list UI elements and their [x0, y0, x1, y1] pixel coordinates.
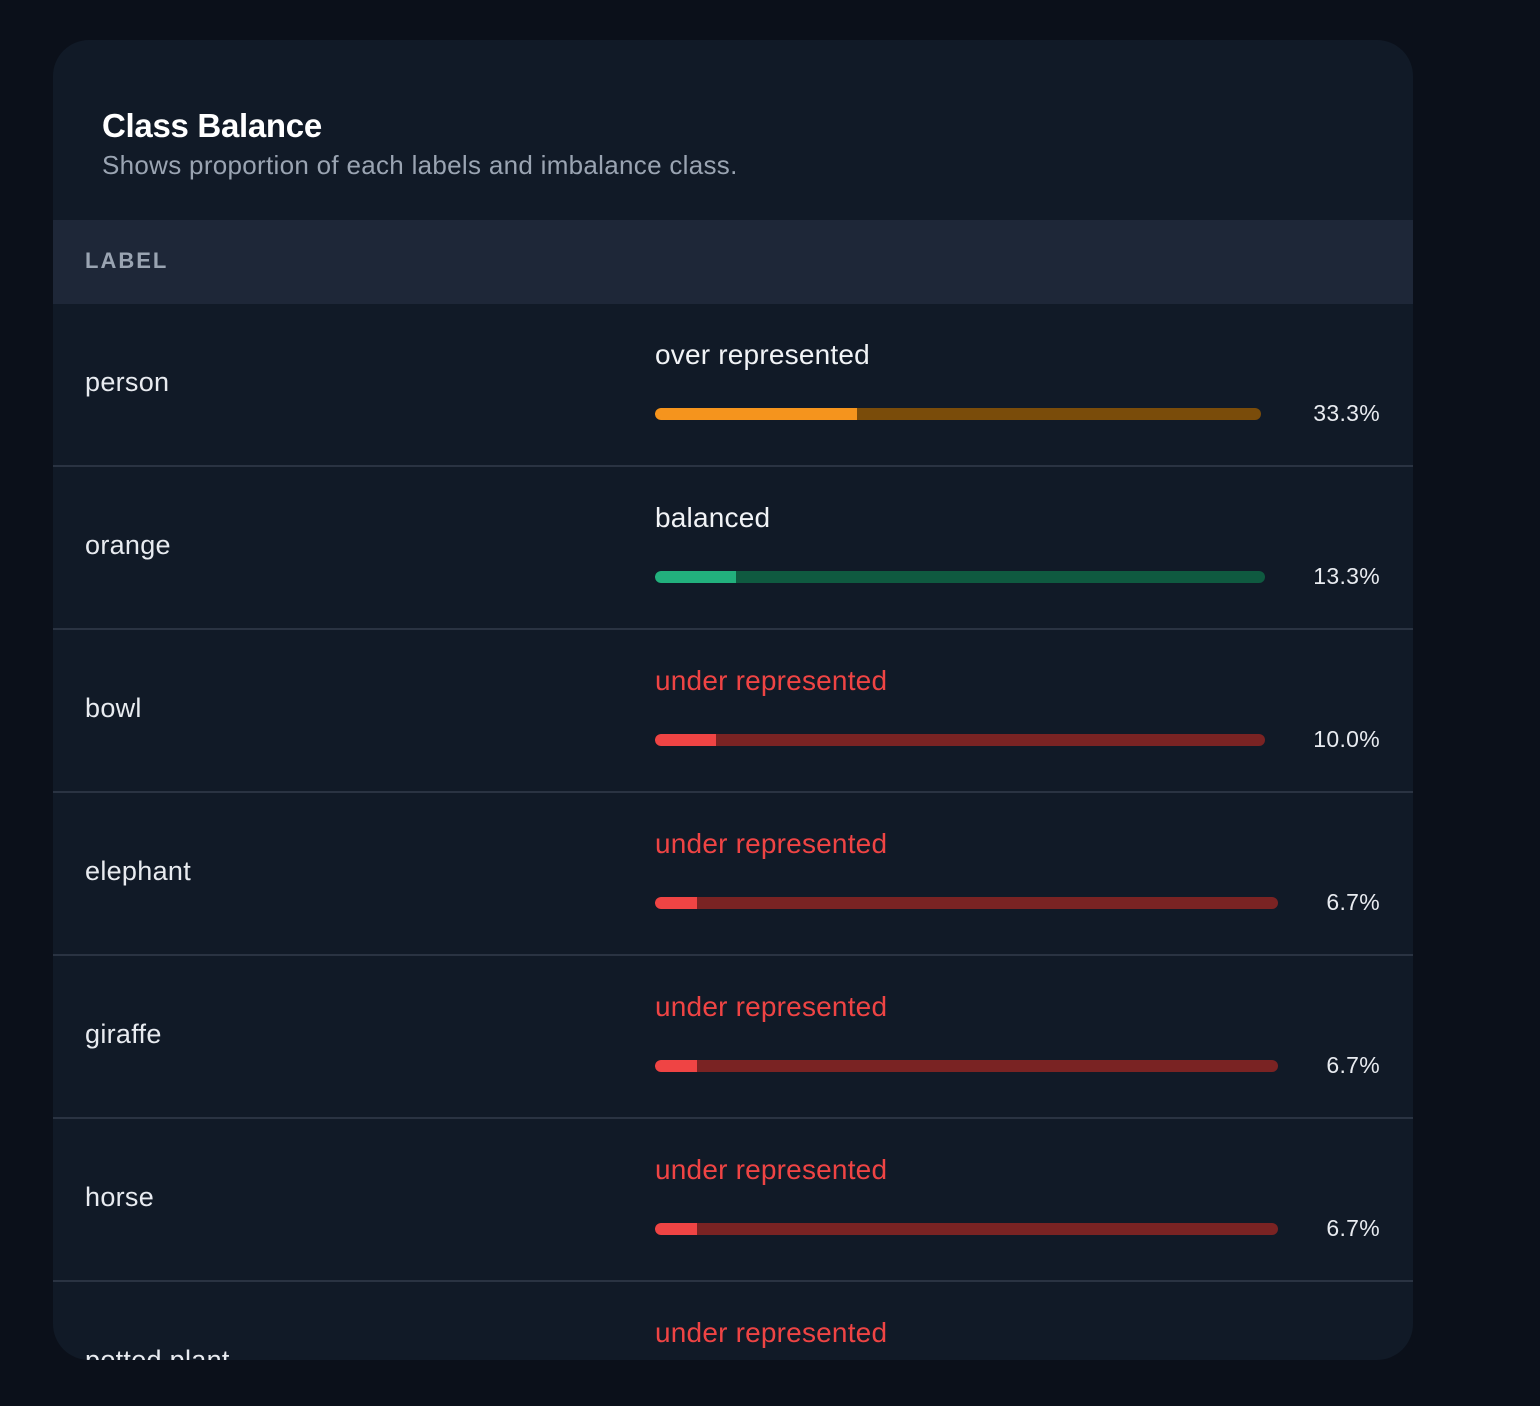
- card-title: Class Balance: [102, 107, 322, 144]
- proportion-bar-fill: [655, 1223, 697, 1235]
- proportion-bar-fill: [655, 1060, 697, 1072]
- row-status: under represented: [655, 991, 888, 1022]
- table-header: LABEL: [53, 220, 1413, 304]
- proportion-bar: [655, 1060, 1278, 1072]
- card-subtitle: Shows proportion of each labels and imba…: [102, 150, 738, 180]
- table-row: orange balanced 13.3%: [53, 467, 1413, 630]
- row-label: elephant: [85, 856, 191, 886]
- row-percentage: 6.7%: [1326, 1215, 1380, 1241]
- proportion-bar: [655, 897, 1278, 909]
- class-balance-card: Class Balance Shows proportion of each l…: [53, 40, 1413, 1360]
- table-row: bowl under represented 10.0%: [53, 630, 1413, 793]
- row-label: potted plant: [85, 1345, 230, 1360]
- row-status: under represented: [655, 665, 888, 696]
- proportion-bar-fill: [655, 571, 736, 583]
- class-balance-rows: person over represented 33.3% orange balance…: [53, 304, 1413, 1360]
- row-percentage: 33.3%: [1313, 400, 1380, 426]
- row-percentage: 6.7%: [1326, 889, 1380, 915]
- row-status: over represented: [655, 339, 870, 370]
- row-label: giraffe: [85, 1019, 162, 1049]
- row-percentage: 10.0%: [1313, 726, 1380, 752]
- row-status: under represented: [655, 1317, 888, 1348]
- proportion-bar-fill: [655, 734, 716, 746]
- row-status: under represented: [655, 828, 888, 859]
- proportion-bar: [655, 571, 1265, 583]
- row-label: horse: [85, 1182, 155, 1212]
- table-row: horse under represented 6.7%: [53, 1119, 1413, 1282]
- row-status: under represented: [655, 1154, 888, 1185]
- row-percentage: 6.7%: [1326, 1052, 1380, 1078]
- row-label: person: [85, 367, 170, 397]
- proportion-bar-fill: [655, 408, 857, 420]
- proportion-bar: [655, 1223, 1278, 1235]
- table-row: person over represented 33.3%: [53, 304, 1413, 467]
- row-label: orange: [85, 530, 171, 560]
- proportion-bar-fill: [655, 897, 697, 909]
- table-row: giraffe under represented 6.7%: [53, 956, 1413, 1119]
- row-status: balanced: [655, 502, 771, 533]
- proportion-bar: [655, 734, 1265, 746]
- label-column-header: LABEL: [85, 248, 169, 273]
- row-percentage: 13.3%: [1313, 563, 1380, 589]
- row-label: bowl: [85, 693, 142, 723]
- proportion-bar: [655, 408, 1261, 420]
- table-row: potted plant under represented: [53, 1282, 1413, 1360]
- table-row: elephant under represented 6.7%: [53, 793, 1413, 956]
